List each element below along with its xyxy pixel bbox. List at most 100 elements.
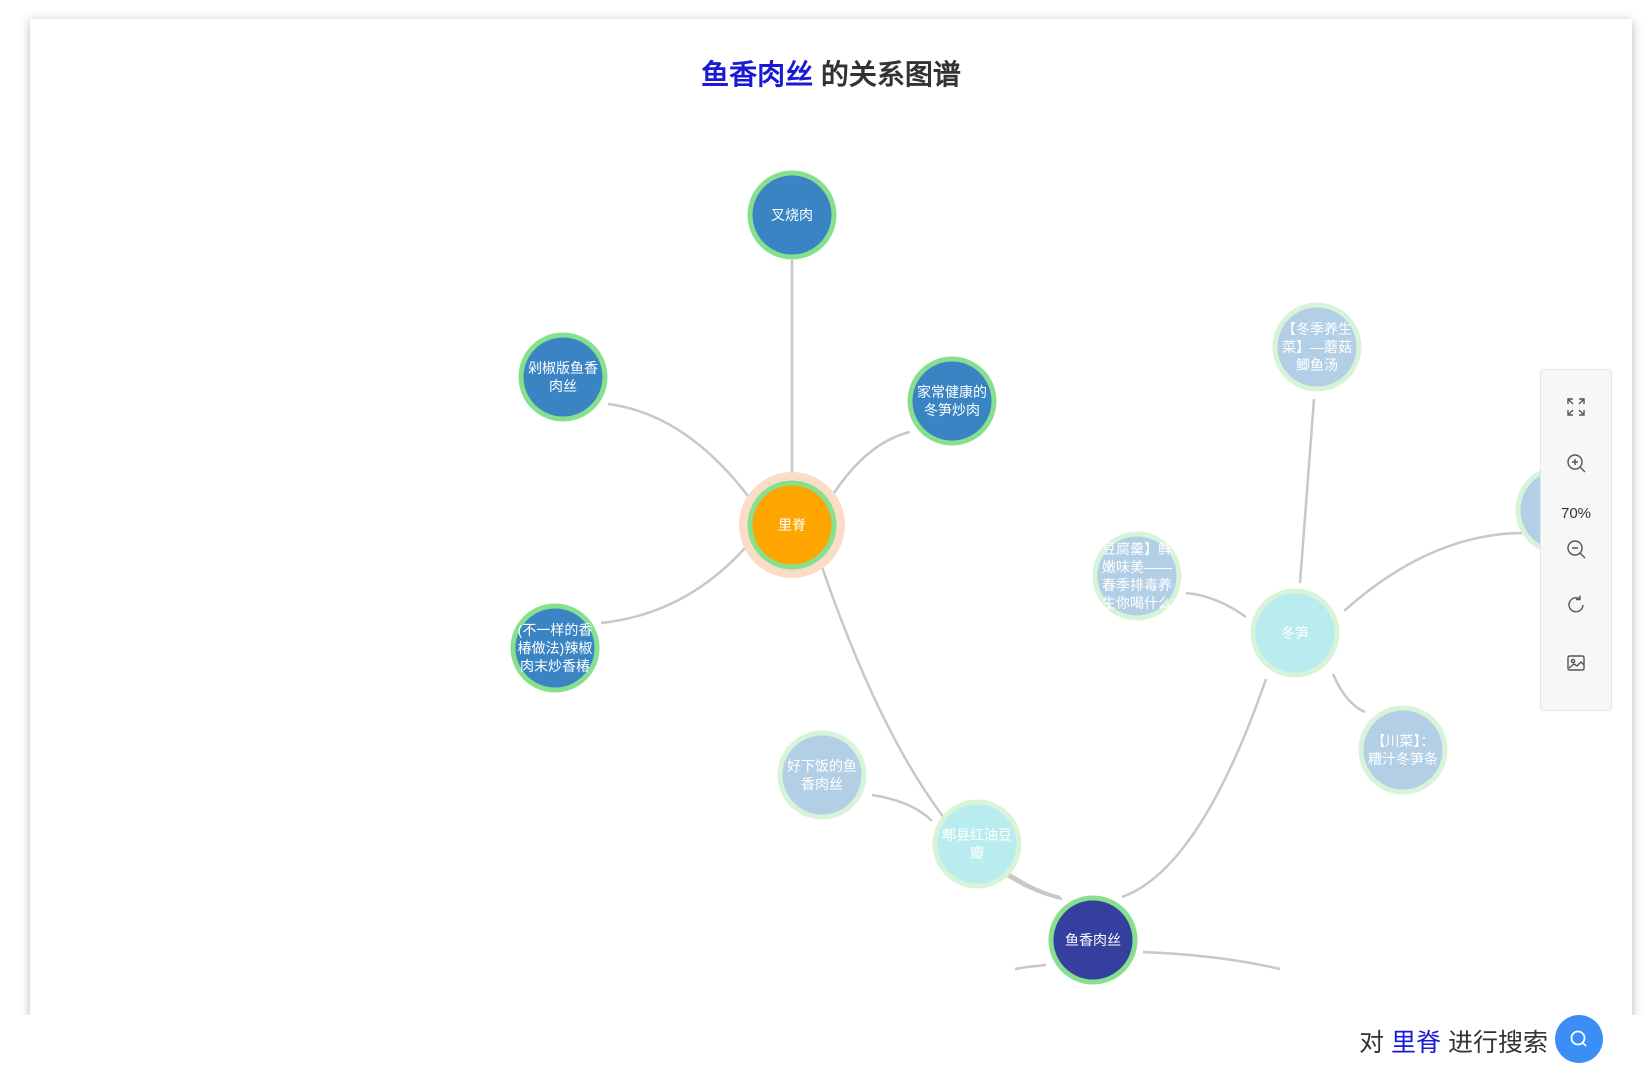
edge-yuxiang-dongsun [1121,678,1268,899]
search-button[interactable] [1555,1015,1603,1063]
node-circle [747,170,837,260]
node-label: 家常健康的冬笋炒肉 [917,384,987,418]
node-label: 剁椒版鱼香肉丝 [528,360,598,394]
node-duojiao[interactable]: 剁椒版鱼香肉丝 [518,332,608,422]
search-keyword: 里脊 [1391,1029,1442,1057]
node-circle [1250,588,1340,678]
node-doufugeng[interactable]: 豆腐羹】鲜嫩味美—— 春季排毒养生你喝什么 [1092,531,1182,621]
node-label-line: 鱼香肉丝 [1065,932,1121,948]
node-label-line: (不一样的香 [518,622,593,638]
node-label-line: 冬笋 [1281,625,1309,641]
edge-pixian-yuxiang [1004,869,1061,899]
node-circle [777,730,867,820]
node-circle [510,603,600,693]
title-keyword: 鱼香肉丝 [701,59,814,90]
node-label-line: 春季排毒养 [1102,577,1172,593]
search-prompt: 对 里脊 进行搜索 [1359,1023,1548,1059]
search-prefix: 对 [1359,1029,1392,1057]
node-dongsunchao[interactable]: 家常健康的冬笋炒肉 [907,356,997,446]
node-mogu[interactable]: 【冬季养生菜】—蘑菇鲫鱼汤 [1272,302,1362,392]
node-xiangchun[interactable]: (不一样的香椿做法)辣椒肉末炒香椿 [510,603,600,693]
node-circle [1272,302,1362,392]
node-circle [1048,895,1138,985]
node-label-line: 生你喝什么 [1102,595,1172,611]
edge-dongsun-mogu [1298,398,1316,584]
node-label-line: 郫县红油豆 [942,827,1012,843]
node-label: 【川菜】： 糟汁冬笋条 [1368,733,1438,767]
edge-liji-dongsunchao [832,430,911,494]
node-label-line: 豆腐羹】鲜 [1102,541,1172,557]
refresh-icon [1568,595,1584,613]
node-label: 豆腐羹】鲜嫩味美—— 春季排毒养生你喝什么 [1102,541,1172,611]
node-label-line: 瓣 [970,845,984,861]
node-label-line: 糟汁冬笋条 [1368,751,1438,767]
graph-panel: 鱼香肉丝 的关系图谱 里脊 叉烧肉 剁椒版鱼香肉丝 家常健康的冬笋炒肉 (不一样的香椿做… [30,19,1632,1034]
zoom-out-button[interactable] [1561,534,1591,564]
node-label-line: 家常健康的 [917,384,987,400]
node-label-line: 肉丝 [549,378,577,394]
bottom-bar [0,1015,1648,1084]
node-label: (不一样的香椿做法)辣椒肉末炒香椿 [518,622,593,674]
node-dongsun[interactable]: 冬笋 [1250,588,1340,678]
node-label: 鱼香肉丝 [1065,932,1121,948]
node-circle [1358,705,1448,795]
zoom-level: 70% [1560,505,1592,522]
node-circle [907,356,997,446]
node-yuxiang[interactable]: 鱼香肉丝 [1048,895,1138,985]
edge-liji-xiangchun [600,547,746,625]
node-label-line: 椿做法)辣椒 [518,640,593,656]
node-circle [518,332,608,422]
image-export-icon [1567,655,1585,671]
node-circle [932,799,1022,889]
refresh-button[interactable] [1561,590,1591,620]
node-haoxiafan[interactable]: 好下饭的鱼香肉丝 [777,730,867,820]
edge-liji-duojiao [607,402,749,497]
zoom-out-icon [1567,540,1586,559]
node-label: 冬笋 [1281,625,1309,641]
node-label: 【冬季养生菜】—蘑菇鲫鱼汤 [1282,321,1352,373]
node-label-line: 【冬季养生 [1282,321,1352,337]
node-label-line: 鲫鱼汤 [1296,357,1338,373]
node-label-line: 叉烧肉 [771,207,813,223]
node-label-line: 嫩味美—— [1102,559,1172,575]
node-label: 里脊 [778,517,806,533]
node-label: 好下饭的鱼香肉丝 [787,758,857,792]
edge-dongsun-doufugeng [1185,591,1247,619]
node-liji[interactable]: 里脊 [739,472,845,578]
node-label: 叉烧肉 [771,207,813,223]
edge-dongsun-gongbao [1343,531,1523,612]
node-chashao[interactable]: 叉烧肉 [747,170,837,260]
node-label-line: 好下饭的鱼 [787,758,857,774]
node-label: 郫县红油豆瓣 [942,827,1012,861]
node-zaozhi[interactable]: 【川菜】： 糟汁冬笋条 [1358,705,1448,795]
image-export-button[interactable] [1561,648,1591,678]
graph-edges [600,260,1523,971]
fullscreen-button[interactable] [1561,392,1591,422]
node-pixian[interactable]: 郫县红油豆瓣 [932,799,1022,889]
node-label-line: 【川菜】： [1372,733,1435,749]
node-label-line: 菜】—蘑菇 [1282,339,1352,355]
graph-toolbar: 70% [1540,369,1612,711]
node-label-line: 剁椒版鱼香 [528,360,598,376]
edge-haoxiafan-pixian [871,793,933,822]
edge-dongsun-zaozhi [1331,673,1366,714]
node-circle [1092,531,1182,621]
node-label-line: 里脊 [778,517,806,533]
fullscreen-icon [1567,398,1585,416]
node-label-line: 香肉丝 [801,776,843,792]
zoom-in-icon [1567,454,1586,473]
search-icon [1570,1030,1587,1047]
edge-yuxiang-offscreen-right [1142,950,1281,971]
node-label-line: 冬笋炒肉 [924,402,980,418]
node-label-line: 肉末炒香椿 [520,658,590,674]
page-title: 鱼香肉丝 的关系图谱 [30,53,1632,93]
search-suffix: 进行搜索 [1441,1029,1548,1057]
edge-yuxiang-offscreen-left [1014,963,1047,971]
node-circle [747,480,837,570]
edge-liji-yuxiang [820,566,1063,901]
title-suffix: 的关系图谱 [813,59,961,90]
zoom-in-button[interactable] [1561,448,1591,478]
